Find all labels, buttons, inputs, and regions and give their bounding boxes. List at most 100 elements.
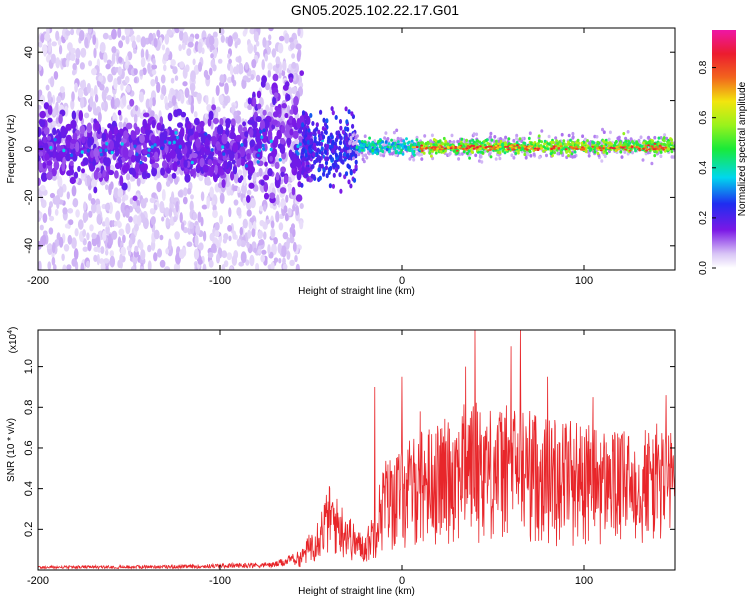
spectral-blob [49, 76, 55, 88]
spectral-blob [103, 52, 108, 63]
spectral-blob [86, 232, 90, 241]
spectral-blob [517, 149, 520, 153]
spectral-blob [150, 215, 156, 226]
spectral-blob [71, 237, 77, 249]
spectral-blob [399, 151, 403, 155]
spectral-blob [369, 149, 372, 153]
spectral-blob [200, 216, 204, 227]
spectral-blob [330, 144, 334, 150]
spectral-blob [267, 69, 272, 78]
spectral-blob [182, 67, 188, 79]
spectral-blob [260, 254, 266, 263]
spectral-blob [273, 135, 279, 147]
spectral-blob [275, 172, 280, 181]
spectral-blob [581, 134, 585, 138]
spectral-blob [205, 94, 209, 105]
spectral-blob [82, 211, 89, 222]
spectral-blob [42, 213, 48, 224]
spectral-blob [80, 262, 85, 270]
y-tick-label: 0 [23, 146, 35, 152]
spectral-blob [363, 134, 367, 138]
spectral-blob [50, 53, 56, 64]
spectral-blob [228, 58, 232, 64]
spectral-blob [192, 58, 196, 66]
spectral-blob [628, 141, 632, 145]
spectral-blob [276, 194, 280, 206]
spectral-blob [342, 139, 346, 145]
spectral-blob [221, 145, 225, 149]
spectral-blob [282, 263, 288, 270]
spectral-blob [242, 138, 248, 148]
spectral-blob [96, 253, 100, 266]
spectral-blob [240, 239, 247, 248]
spectral-blob [635, 146, 638, 149]
spectral-blob [262, 147, 266, 151]
spectral-blob [91, 236, 98, 247]
spectral-blob [324, 149, 328, 155]
spectral-blob [161, 84, 167, 97]
spectral-blob [461, 147, 465, 150]
spectral-blob [339, 188, 343, 194]
spectral-blob [249, 254, 255, 267]
spectral-blob [349, 170, 353, 176]
spectral-blob [535, 142, 539, 146]
spectral-blob [125, 222, 131, 235]
spectral-blob [299, 202, 304, 210]
spectral-blob [662, 136, 666, 140]
spectral-blob [248, 165, 256, 174]
spectral-blob [514, 151, 518, 155]
spectral-blob [79, 62, 85, 70]
spectral-blob [48, 151, 54, 158]
spectral-blob [392, 130, 396, 135]
spectral-blob [513, 145, 516, 148]
spectral-blob [344, 136, 348, 142]
spectral-blob [507, 148, 510, 151]
spectral-blob [58, 44, 63, 55]
spectral-blob [233, 199, 239, 206]
spectral-blob [135, 152, 139, 156]
spectral-blob [465, 147, 469, 150]
spectral-blob [456, 140, 460, 144]
spectral-blob [79, 29, 85, 42]
spectral-blob [104, 249, 109, 256]
spectral-blob [88, 210, 93, 218]
spectral-blob [526, 148, 529, 151]
spectral-blob [403, 142, 407, 146]
spectral-blob [384, 140, 388, 144]
spectral-blob [331, 148, 335, 154]
spectral-blob [588, 146, 591, 150]
spectral-blob [69, 153, 74, 157]
spectral-blob [111, 46, 117, 54]
spectral-blob [104, 157, 111, 167]
spectral-blob [51, 242, 56, 254]
spectral-blob [489, 145, 493, 148]
spectral-blob [641, 158, 645, 162]
spectral-blob [121, 182, 128, 191]
multiplier-close: ) [8, 327, 19, 330]
spectral-blob [434, 146, 437, 149]
spectral-blob [165, 248, 170, 255]
spectral-blob [228, 235, 232, 242]
spectral-blob [468, 145, 472, 148]
spectral-blob [150, 134, 156, 144]
spectral-blob [65, 30, 71, 36]
spectral-blob [110, 150, 114, 155]
spectral-blob [160, 146, 164, 150]
spectral-blob [295, 150, 299, 154]
spectral-blob [286, 250, 291, 260]
spectral-blob [89, 149, 95, 159]
spectral-blob [136, 144, 142, 155]
spectral-blob [338, 140, 343, 146]
spectral-blob [121, 165, 129, 174]
spectral-blob [83, 112, 90, 119]
spectral-blob [53, 70, 59, 80]
spectral-blob [140, 249, 146, 261]
spectral-blob [70, 28, 75, 36]
spectral-blob [631, 150, 634, 155]
spectral-blob [153, 143, 157, 147]
spectral-blob [617, 148, 620, 151]
spectral-blob [149, 208, 154, 215]
spectral-blob [645, 149, 648, 152]
spectral-blob [75, 141, 80, 153]
spectral-blob [647, 144, 650, 147]
